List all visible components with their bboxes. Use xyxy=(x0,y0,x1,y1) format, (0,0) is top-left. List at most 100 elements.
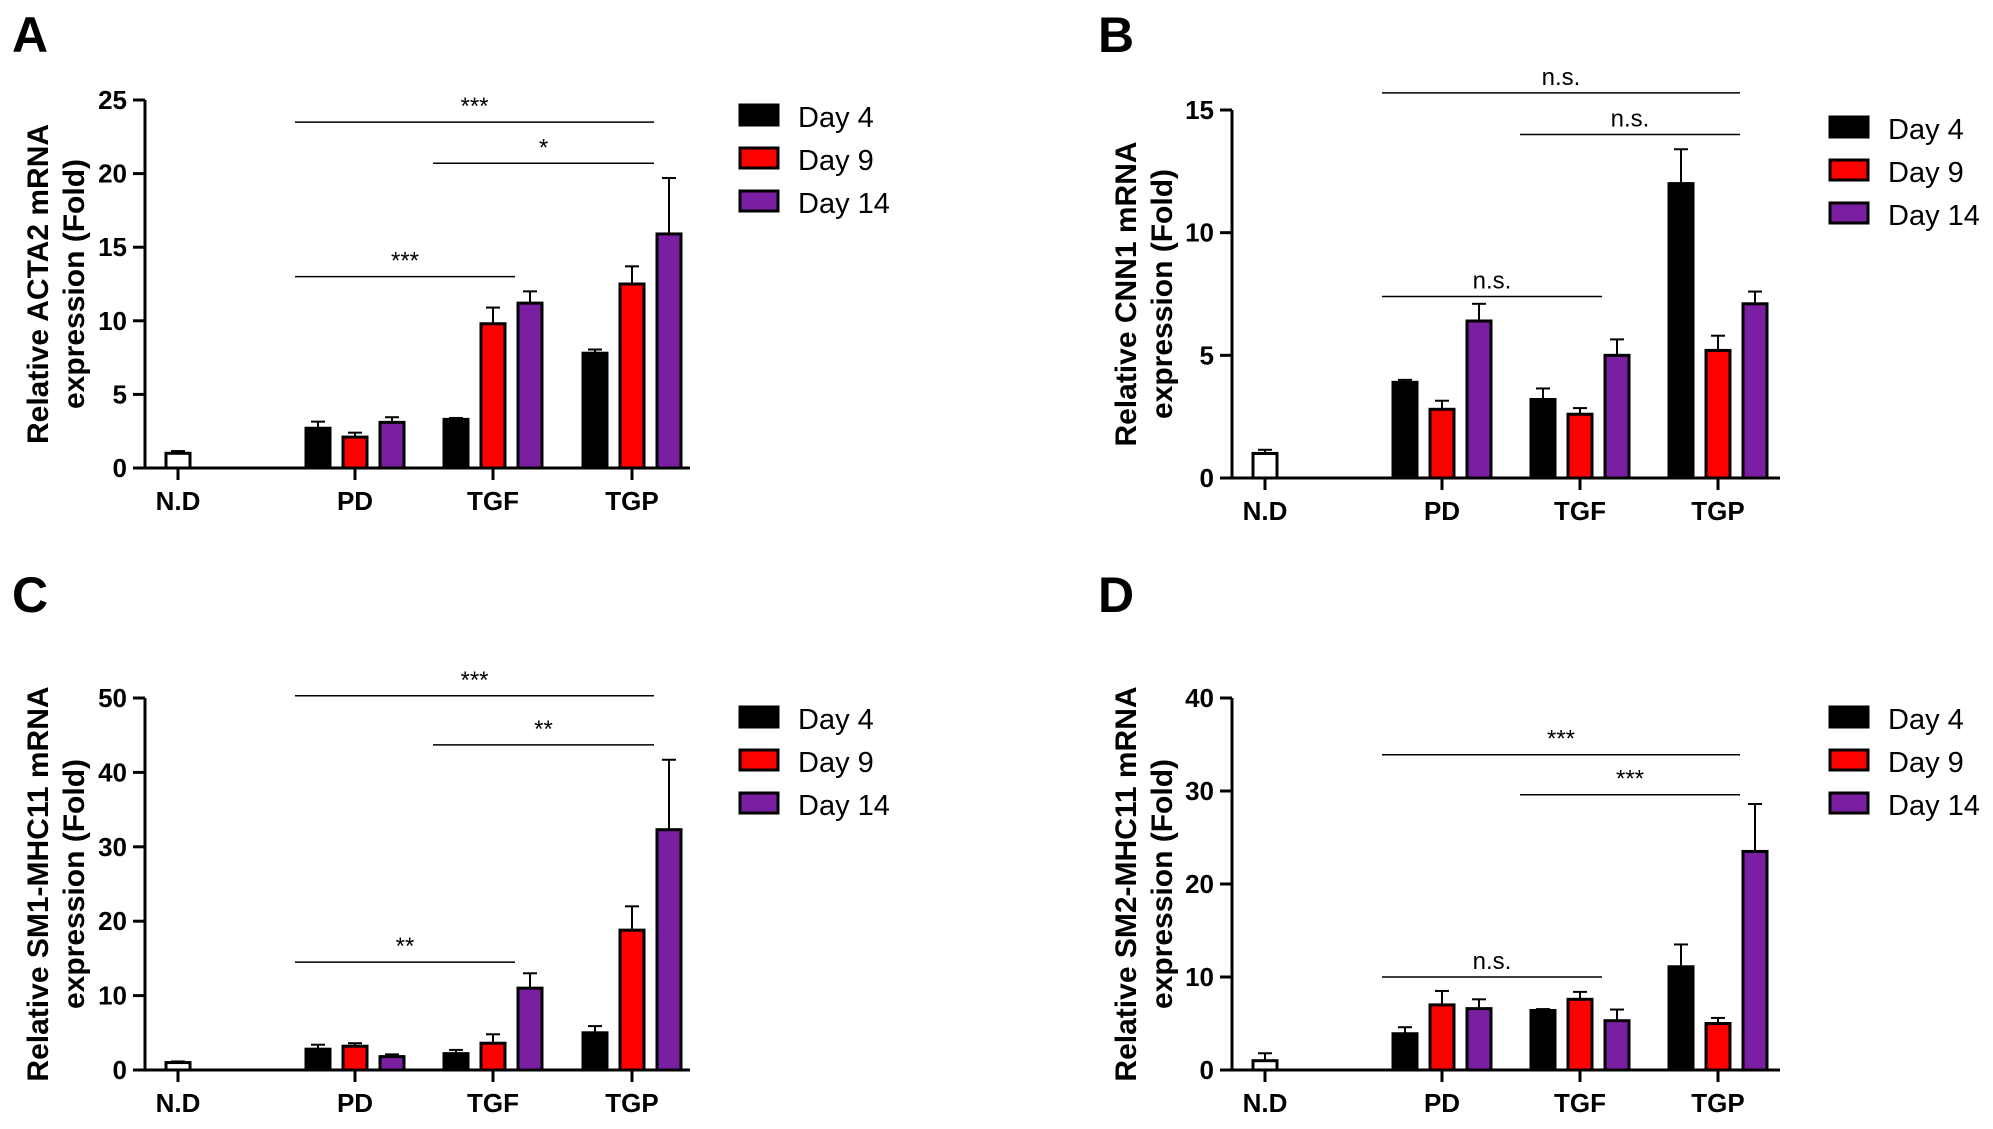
bar-control xyxy=(164,451,192,470)
legend-swatch xyxy=(1828,201,1870,225)
x-tick-label: TGF xyxy=(467,486,519,516)
bar-day-9 xyxy=(341,435,369,470)
y-tick-label: 25 xyxy=(98,85,127,115)
bar-day-9 xyxy=(479,322,507,470)
bar-day-14 xyxy=(1603,353,1631,480)
y-axis-title: Relative ACTA2 mRNA expression (Fold) xyxy=(22,124,91,444)
bar-day-9 xyxy=(1566,997,1594,1072)
y-tick-label: 0 xyxy=(1200,463,1214,493)
legend-swatch xyxy=(1828,791,1870,815)
significance-label: n.s. xyxy=(1542,64,1581,91)
panel-letter: D xyxy=(1098,567,1134,623)
y-tick-label: 20 xyxy=(98,159,127,189)
panel-c: C Relative SM1-MHC11 mRNA expression (Fold… xyxy=(12,567,890,1118)
y-tick-label: 5 xyxy=(113,379,127,409)
legend-label: Day 9 xyxy=(798,145,874,177)
significance-label: n.s. xyxy=(1473,948,1512,975)
y-axis-title-line2: expression (Fold) xyxy=(58,759,91,1009)
y-tick-label: 5 xyxy=(1200,340,1214,370)
y-axis-title: Relative SM2-MHC11 mRNA expression (Fold) xyxy=(1110,686,1179,1081)
legend-swatch xyxy=(1828,748,1870,772)
y-axis-title-line1: Relative SM2-MHC11 mRNA xyxy=(1110,686,1143,1081)
legend-swatch xyxy=(738,189,780,213)
y-tick-label: 15 xyxy=(1185,95,1214,125)
legend-label: Day 14 xyxy=(798,790,890,822)
panel-a: A Relative ACTA2 mRNA expression (Fold) 0 5 1… xyxy=(12,7,890,516)
bar-day-4 xyxy=(304,1047,332,1072)
x-tick-label: N.D xyxy=(1243,496,1288,526)
bar-day-4 xyxy=(1529,1008,1557,1072)
panel-letter: A xyxy=(12,7,48,63)
legend-label: Day 4 xyxy=(798,102,874,134)
bar-day-4 xyxy=(442,417,470,470)
bar-day-9 xyxy=(341,1044,369,1072)
y-tick-label: 20 xyxy=(1185,869,1214,899)
x-tick-label: N.D xyxy=(156,486,201,516)
bar-day-14 xyxy=(516,986,544,1072)
bar-day-4 xyxy=(1391,380,1419,480)
y-tick-label: 15 xyxy=(98,232,127,262)
significance-label: n.s. xyxy=(1473,267,1512,294)
y-tick-label: 0 xyxy=(113,1055,127,1085)
y-axis-title-line2: expression (Fold) xyxy=(58,159,91,409)
y-tick-label: 10 xyxy=(98,981,127,1011)
bar-day-14 xyxy=(516,301,544,470)
y-tick-label: 20 xyxy=(98,906,127,936)
bar-day-9 xyxy=(479,1041,507,1072)
x-tick-label: N.D xyxy=(156,1088,201,1118)
legend-swatch xyxy=(1828,158,1870,182)
significance-label: *** xyxy=(460,93,488,120)
x-tick-label: PD xyxy=(1424,496,1460,526)
legend-label: Day 14 xyxy=(798,188,890,220)
bar-day-9 xyxy=(1704,1022,1732,1072)
bar-day-14 xyxy=(1741,849,1769,1072)
x-tick-label: TGF xyxy=(467,1088,519,1118)
legend-swatch xyxy=(1828,705,1870,729)
legend-label: Day 14 xyxy=(1888,790,1980,822)
bar-day-14 xyxy=(378,420,406,470)
legend-swatch xyxy=(738,705,780,729)
legend-label: Day 14 xyxy=(1888,200,1980,232)
legend-label: Day 4 xyxy=(1888,704,1964,736)
bar-day-4 xyxy=(1667,965,1695,1072)
bar-day-9 xyxy=(618,928,646,1072)
bar-day-4 xyxy=(581,351,609,470)
bar-day-4 xyxy=(1667,182,1695,480)
x-tick-label: TGP xyxy=(605,486,658,516)
y-tick-label: 30 xyxy=(1185,776,1214,806)
y-tick-label: 50 xyxy=(98,683,127,713)
x-tick-label: TGP xyxy=(1691,1088,1744,1118)
bar-day-14 xyxy=(378,1055,406,1072)
bar-day-14 xyxy=(655,828,683,1072)
legend-label: Day 4 xyxy=(1888,114,1964,146)
x-tick-label: TGP xyxy=(605,1088,658,1118)
significance-label: ** xyxy=(396,933,415,960)
bar-day-9 xyxy=(1566,412,1594,480)
bar-day-9 xyxy=(1704,348,1732,480)
legend-label: Day 9 xyxy=(798,747,874,779)
bar-control xyxy=(164,1061,192,1072)
panel-letter: B xyxy=(1098,7,1134,63)
significance-label: *** xyxy=(1547,726,1575,753)
x-tick-label: PD xyxy=(1424,1088,1460,1118)
legend-swatch xyxy=(1828,115,1870,139)
bar-day-14 xyxy=(1465,319,1493,480)
legend-label: Day 4 xyxy=(798,704,874,736)
bar-day-14 xyxy=(1603,1019,1631,1072)
significance-label: n.s. xyxy=(1611,106,1650,133)
y-tick-label: 30 xyxy=(98,832,127,862)
significance-label: *** xyxy=(460,667,488,694)
bar-day-14 xyxy=(1465,1007,1493,1072)
significance-label: *** xyxy=(391,248,419,275)
y-tick-label: 10 xyxy=(1185,218,1214,248)
significance-label: ** xyxy=(534,716,553,743)
significance-label: * xyxy=(539,134,548,161)
y-axis-title-line1: Relative SM1-MHC11 mRNA xyxy=(22,686,55,1081)
x-tick-label: TGF xyxy=(1554,496,1606,526)
y-axis-title-line1: Relative CNN1 mRNA xyxy=(1110,141,1143,446)
bar-day-4 xyxy=(304,426,332,470)
bar-day-4 xyxy=(442,1052,470,1072)
significance-label: *** xyxy=(1616,766,1644,793)
y-axis-title-line1: Relative ACTA2 mRNA xyxy=(22,124,55,444)
